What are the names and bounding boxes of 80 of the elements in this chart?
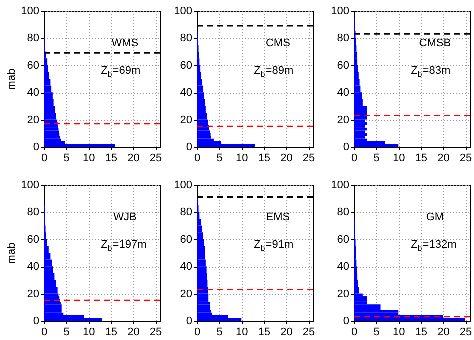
y-axis-title: mab [6, 68, 18, 90]
y-tick-label: 0 [186, 142, 192, 154]
y-tick-label: 60 [180, 234, 192, 246]
y-tick-label: 100 [174, 180, 192, 192]
y-tick-label: 60 [337, 234, 350, 246]
y-tick-label: 80 [337, 32, 350, 45]
y-tick-label: 40 [27, 87, 40, 100]
x-tick-label: 5 [64, 152, 70, 164]
x-tick-label: 25 [150, 152, 162, 164]
x-tick-label: 0 [351, 152, 358, 164]
x-tick-label: 10 [82, 152, 96, 164]
x-tick-label: 25 [302, 152, 316, 164]
annotation: CMSB [419, 38, 452, 50]
y-tick-label: 60 [27, 234, 40, 246]
y-tick-label: 100 [21, 180, 40, 192]
y-tick-label: 40 [180, 87, 192, 100]
x-tick-label: 10 [392, 152, 406, 164]
x-tick-label: 5 [374, 152, 380, 164]
x-tick-label: 5 [374, 326, 380, 338]
y-tick-label: 20 [27, 114, 40, 126]
y-tick-label: 60 [180, 60, 192, 72]
annotation: EMS [266, 212, 290, 224]
x-tick-label: 20 [438, 326, 450, 338]
y-tick-label: 20 [337, 288, 350, 300]
x-tick-label: 20 [128, 326, 140, 338]
annotation: GM [426, 212, 444, 224]
x-tick-label: 0 [41, 152, 48, 164]
x-tick-label: 15 [105, 152, 118, 164]
y-tick-label: 20 [337, 114, 350, 126]
x-tick-label: 20 [280, 152, 293, 164]
y-tick-label: 20 [180, 288, 192, 300]
y-tick-label: 80 [337, 206, 350, 219]
x-tick-label: 25 [302, 326, 316, 338]
x-tick-label: 0 [351, 326, 358, 338]
y-tick-label: 40 [337, 87, 350, 100]
y-axis-title: mab [6, 242, 18, 264]
x-tick-label: 15 [415, 152, 428, 164]
y-tick-label: 60 [27, 60, 40, 72]
x-tick-label: 5 [64, 326, 70, 338]
y-tick-label: 0 [186, 316, 192, 328]
x-tick-label: 15 [258, 152, 271, 164]
x-tick-label: 20 [280, 326, 293, 338]
y-tick-label: 100 [21, 6, 40, 18]
x-tick-label: 10 [236, 152, 248, 164]
y-tick-label: 60 [337, 60, 350, 72]
x-tick-label: 20 [128, 152, 140, 164]
y-tick-label: 80 [27, 32, 40, 45]
x-tick-label: 25 [460, 326, 472, 338]
x-tick-label: 10 [236, 326, 248, 338]
x-tick-label: 0 [194, 152, 201, 164]
x-tick-label: 25 [460, 152, 472, 164]
x-tick-label: 15 [415, 326, 428, 338]
y-tick-label: 40 [27, 261, 40, 274]
y-tick-label: 0 [33, 142, 40, 154]
y-tick-label: 20 [180, 114, 192, 126]
x-tick-label: 10 [392, 326, 406, 338]
x-tick-label: 20 [438, 152, 450, 164]
y-tick-label: 20 [27, 288, 40, 300]
y-tick-label: 0 [343, 142, 350, 154]
annotation: WMS [112, 38, 139, 50]
annotation: CMS [266, 38, 290, 50]
x-tick-label: 5 [216, 326, 223, 338]
y-tick-label: 100 [331, 180, 350, 192]
y-tick-label: 40 [180, 261, 192, 274]
y-tick-label: 0 [33, 316, 40, 328]
y-tick-label: 80 [180, 32, 192, 45]
x-tick-label: 25 [150, 326, 162, 338]
y-tick-label: 40 [337, 261, 350, 274]
x-tick-label: 15 [105, 326, 118, 338]
y-tick-label: 80 [180, 206, 192, 219]
y-tick-label: 100 [331, 6, 350, 18]
y-tick-label: 80 [27, 206, 40, 219]
annotation: WJB [114, 212, 137, 224]
x-tick-label: 10 [82, 326, 96, 338]
y-tick-label: 100 [174, 6, 192, 18]
x-tick-label: 0 [194, 326, 201, 338]
x-tick-label: 5 [216, 152, 223, 164]
x-tick-label: 15 [258, 326, 271, 338]
y-tick-label: 0 [343, 316, 350, 328]
x-tick-label: 0 [41, 326, 48, 338]
